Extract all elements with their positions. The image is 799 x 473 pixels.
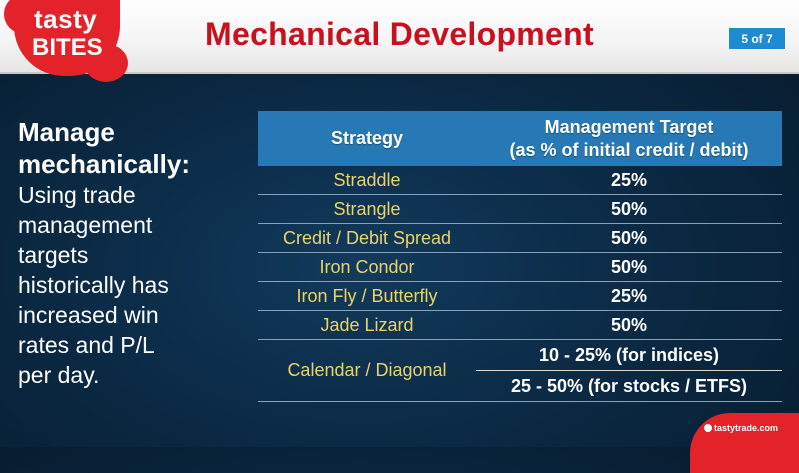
tastybites-logo: tasty BITES (4, 0, 128, 82)
logo-text-tasty: tasty (34, 4, 98, 34)
target-cell: 50% (476, 310, 782, 340)
target-cell: 50% (476, 223, 782, 253)
left-heading-line1: Manage (18, 117, 115, 147)
table-row: Calendar / Diagonal 10 - 25% (for indice… (258, 339, 782, 402)
left-heading-line2: mechanically: (18, 149, 190, 179)
left-body-line: targets (18, 242, 89, 268)
target-column-header: Management Target (as % of initial credi… (476, 111, 782, 166)
slide-title: Mechanical Development (205, 16, 594, 52)
target-cell: 25% (476, 281, 782, 311)
table-header-row: Strategy Management Target (as % of init… (258, 111, 782, 166)
left-body-line: historically has (18, 272, 169, 298)
strategy-column-header: Strategy (258, 111, 476, 166)
left-body-line: rates and P/L (18, 332, 155, 358)
left-text-panel: Manage mechanically: Using trade managem… (18, 116, 248, 390)
table-row: Straddle 25% (258, 166, 782, 195)
strategy-cell: Iron Condor (258, 252, 476, 282)
target-cell-stocks: 25 - 50% (for stocks / ETFS) (476, 370, 782, 402)
strategy-cell: Iron Fly / Butterfly (258, 281, 476, 311)
table-row: Jade Lizard 50% (258, 310, 782, 340)
management-target-table: Strategy Management Target (as % of init… (258, 111, 782, 402)
table-row: Iron Condor 50% (258, 252, 782, 282)
slide-header: tasty BITES Mechanical Development 5 of … (0, 0, 799, 82)
target-cell: 25% (476, 166, 782, 195)
left-body-line: management (18, 212, 153, 238)
target-cell: 50% (476, 194, 782, 224)
target-header-line2: (as % of initial credit / debit) (509, 139, 749, 160)
table-row: Strangle 50% (258, 194, 782, 224)
strategy-cell-calendar: Calendar / Diagonal (258, 339, 476, 402)
tastytrade-dot-icon (704, 424, 712, 432)
target-header-line1: Management Target (544, 116, 714, 137)
left-body-line: per day. (18, 362, 100, 388)
page-indicator-badge: 5 of 7 (729, 28, 785, 49)
target-cell-indices: 10 - 25% (for indices) (476, 339, 782, 371)
logo-text-bites: BITES (32, 34, 103, 61)
table-row: 25 - 50% (for stocks / ETFS) (258, 370, 782, 402)
table-row: Iron Fly / Butterfly 25% (258, 281, 782, 311)
target-cell: 50% (476, 252, 782, 282)
table-row: Credit / Debit Spread 50% (258, 223, 782, 253)
tastytrade-logo: tastytrade.com (690, 413, 799, 473)
strategy-cell: Credit / Debit Spread (258, 223, 476, 253)
strategy-cell: Straddle (258, 166, 476, 195)
left-body-line: increased win (18, 302, 159, 328)
tastytrade-brand-text: tastytrade.com (714, 423, 779, 433)
strategy-cell: Jade Lizard (258, 310, 476, 340)
left-body-line: Using trade (18, 182, 136, 208)
strategy-cell: Strangle (258, 194, 476, 224)
